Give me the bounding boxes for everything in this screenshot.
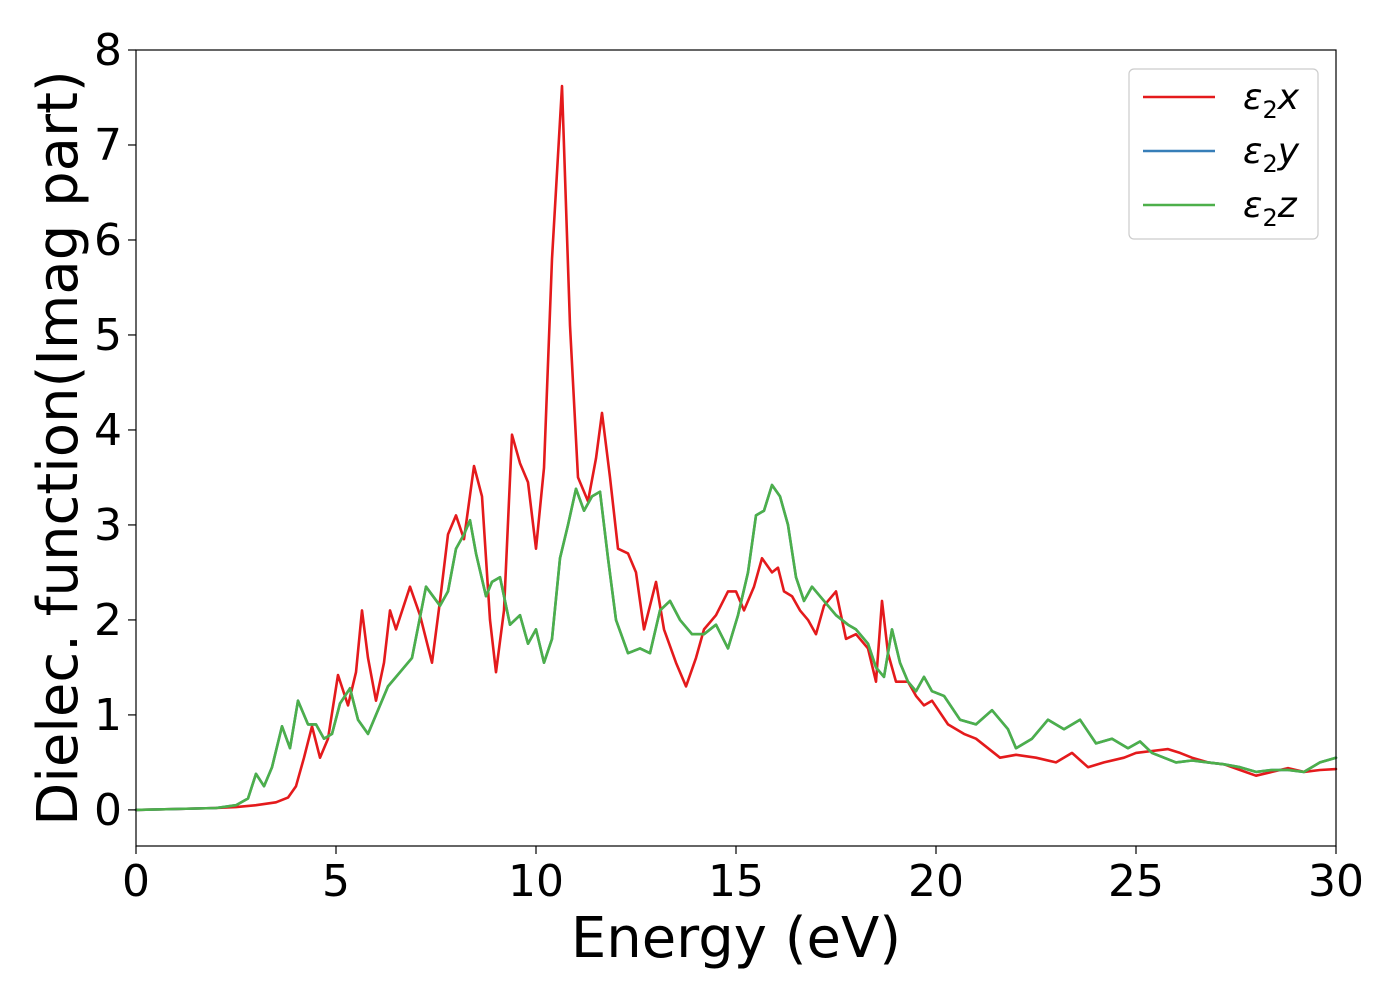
- x-tick-label: 30: [1308, 856, 1364, 907]
- x-tick-label: 15: [708, 856, 764, 907]
- x-axis-ticks: 0 5 10 15 20 25 30: [122, 846, 1364, 907]
- x-tick-label: 25: [1108, 856, 1164, 907]
- x-tick-label: 0: [122, 856, 150, 907]
- legend: ε2x ε2y ε2z: [1128, 68, 1319, 240]
- legend-label-z: ε2z: [1243, 185, 1298, 232]
- series-line-x: [134, 84, 1338, 812]
- series-line-y: [134, 483, 1338, 812]
- series-layer: [134, 84, 1338, 812]
- y-tick-label: 0: [94, 785, 122, 836]
- y-tick-label: 8: [94, 25, 122, 76]
- y-tick-label: 3: [94, 500, 122, 551]
- y-axis-ticks: 0 1 2 3 4 5 6 7 8: [94, 25, 136, 836]
- x-tick-label: 20: [908, 856, 964, 907]
- legend-label-x: ε2x: [1243, 77, 1300, 124]
- y-tick-label: 1: [94, 690, 122, 741]
- legend-box: [1128, 68, 1319, 240]
- y-tick-label: 7: [94, 120, 122, 171]
- y-axis-title: Dielec. function(Imag part): [26, 70, 91, 826]
- series-line-z: [134, 483, 1338, 812]
- y-tick-label: 4: [94, 405, 122, 456]
- x-tick-label: 10: [508, 856, 564, 907]
- y-tick-label: 6: [94, 215, 122, 266]
- x-tick-label: 5: [322, 856, 350, 907]
- y-tick-label: 2: [94, 595, 122, 646]
- legend-label-y: ε2y: [1243, 131, 1300, 178]
- x-axis-title: Energy (eV): [571, 906, 901, 971]
- y-tick-label: 5: [94, 310, 122, 361]
